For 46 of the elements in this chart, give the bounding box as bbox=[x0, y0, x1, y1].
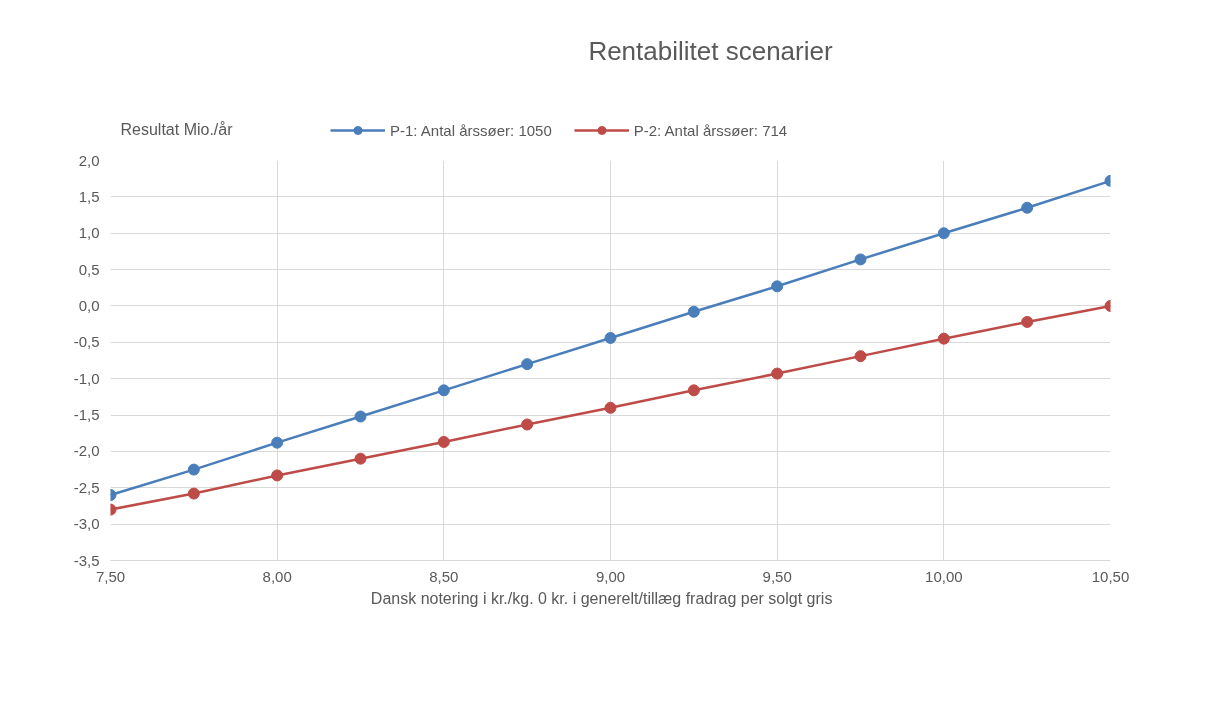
point bbox=[937, 332, 950, 345]
x-tick-label: 7,50 bbox=[95, 567, 126, 585]
text: Resultat Mio./år bbox=[120, 120, 234, 138]
point bbox=[271, 436, 284, 449]
y-tick-label: -0,5 bbox=[73, 333, 100, 351]
point bbox=[687, 305, 700, 318]
point bbox=[521, 358, 534, 371]
y-tick-label: 1,5 bbox=[78, 187, 100, 205]
x-tick-label: 10,50 bbox=[1091, 567, 1130, 585]
point bbox=[1021, 315, 1034, 328]
y-tick-label: -2,0 bbox=[73, 442, 100, 460]
chart-title: Rentabilitet scenarier bbox=[588, 35, 833, 66]
point bbox=[771, 280, 784, 293]
point bbox=[1021, 201, 1034, 214]
point bbox=[437, 435, 450, 448]
y-tick-label: -1,5 bbox=[73, 406, 100, 424]
x-axis-title: Dansk notering i kr./kg. 0 kr. i generelt/tillæg fradrag per solgt gris bbox=[370, 589, 833, 607]
point bbox=[437, 384, 450, 397]
x-tick-label: 10,00 bbox=[925, 567, 963, 585]
y-tick-label: 0,0 bbox=[78, 296, 100, 314]
y-tick-label: 2,0 bbox=[78, 151, 100, 169]
point bbox=[354, 452, 367, 465]
x-tick-label: 9,00 bbox=[595, 567, 626, 585]
y-tick-label: -1,0 bbox=[73, 369, 100, 387]
y-tick-label: 1,0 bbox=[78, 224, 100, 242]
y-tick-label: -3,5 bbox=[73, 551, 100, 569]
legend-label: P-2: Antal årssøer: 714 bbox=[633, 121, 788, 139]
x-tick-label: 9,50 bbox=[762, 567, 792, 585]
point bbox=[604, 401, 617, 414]
y-tick-label: -2,5 bbox=[73, 478, 100, 496]
point bbox=[854, 253, 867, 266]
y-tick-label: 0,5 bbox=[78, 260, 100, 278]
x-tick-label: 8,00 bbox=[262, 567, 292, 585]
point bbox=[604, 331, 617, 344]
point bbox=[937, 227, 950, 240]
point bbox=[854, 350, 867, 363]
point bbox=[521, 418, 534, 431]
point bbox=[187, 487, 200, 500]
point bbox=[354, 410, 367, 423]
point bbox=[187, 463, 200, 476]
y-tick-label: -3,0 bbox=[73, 515, 100, 533]
point bbox=[771, 367, 784, 380]
point bbox=[687, 384, 700, 397]
point bbox=[271, 469, 284, 482]
x-tick-label: 8,50 bbox=[429, 567, 459, 585]
legend-label: P-1: Antal årssøer: 1050 bbox=[390, 121, 552, 139]
